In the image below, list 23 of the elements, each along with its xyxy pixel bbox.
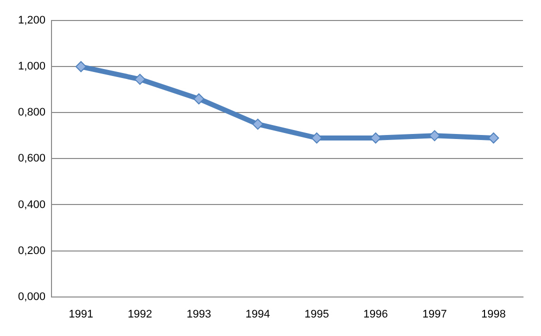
y-tick-label: 0,200 xyxy=(18,244,46,257)
y-tick-label: 1,000 xyxy=(18,60,46,73)
point xyxy=(252,118,264,130)
point xyxy=(429,130,440,142)
x-tick-label: 1991 xyxy=(68,308,94,320)
x-tick-label: 1992 xyxy=(128,308,152,320)
point xyxy=(488,132,500,144)
y-tick-label: 1,200 xyxy=(18,14,46,27)
y-tick-label: 0,400 xyxy=(18,198,46,211)
point xyxy=(193,93,204,104)
x-tick-label: 1998 xyxy=(481,308,506,320)
point xyxy=(311,132,322,144)
x-tick-label: 1994 xyxy=(246,308,270,320)
x-tick-label: 1997 xyxy=(422,308,447,320)
x-tick-label: 1993 xyxy=(186,308,212,320)
x-tick-label: 1995 xyxy=(304,308,329,320)
y-tick-label: 0,000 xyxy=(18,290,46,303)
point xyxy=(75,61,86,72)
point xyxy=(370,132,382,144)
x-tick-label: 1996 xyxy=(363,308,388,320)
y-tick-label: 0,800 xyxy=(18,106,46,119)
y-tick-label: 0,600 xyxy=(18,152,46,165)
point xyxy=(134,74,146,85)
